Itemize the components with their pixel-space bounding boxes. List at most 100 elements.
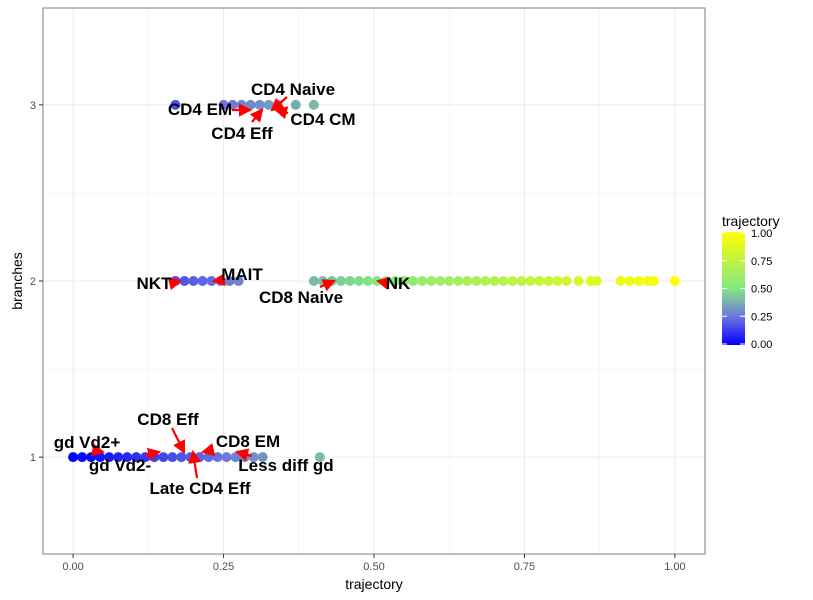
data-point — [308, 99, 319, 110]
annotation-labels: CD4 Naive CD4 EM CD4 Eff CD4 CM MAIT NKT CD8 N… — [54, 80, 411, 498]
x-tick-label: 1.00 — [664, 561, 685, 573]
legend-tick-label: 0.50 — [751, 284, 772, 296]
y-tick-label: 1 — [30, 452, 36, 464]
data-point — [362, 276, 373, 286]
data-point — [648, 276, 659, 286]
data-point — [176, 452, 187, 463]
data-point — [534, 276, 545, 286]
legend-tick-label: 0.00 — [751, 339, 772, 351]
data-point — [435, 276, 446, 286]
data-point — [233, 276, 244, 286]
data-point — [254, 99, 265, 110]
data-point — [113, 452, 124, 463]
data-point — [170, 99, 181, 110]
legend-colorbar — [722, 232, 745, 345]
data-point — [263, 99, 274, 110]
data-point — [507, 276, 518, 286]
annotation-label: CD8 Naive — [259, 288, 343, 307]
annotation-arrow — [200, 443, 216, 457]
data-point — [480, 276, 491, 286]
data-point — [77, 452, 88, 463]
x-tick-label: 0.75 — [514, 561, 535, 573]
data-point — [203, 452, 214, 463]
legend-tick-label: 1.00 — [751, 228, 772, 240]
annotation-label: CD4 Naive — [251, 80, 335, 99]
x-tick-label: 0.25 — [213, 561, 234, 573]
data-point — [498, 276, 509, 286]
data-point — [335, 276, 346, 286]
data-point — [188, 276, 199, 286]
data-point — [353, 276, 364, 286]
annotation-label: Less diff gd — [238, 456, 333, 475]
legend: trajectory 1.00 0.75 0.50 0.25 0.00 — [722, 213, 780, 351]
data-point — [426, 276, 437, 286]
annotation-arrow — [234, 448, 253, 462]
annotation-label: gd Vd2- — [89, 456, 151, 475]
data-point — [314, 452, 325, 463]
data-point — [68, 452, 79, 463]
annotation-arrow — [171, 427, 185, 454]
data-point — [236, 99, 247, 110]
data-point — [615, 276, 626, 286]
annotation-label: NKT — [137, 274, 173, 293]
data-point — [471, 276, 482, 286]
data-point — [257, 452, 268, 463]
data-point — [624, 276, 635, 286]
data-point — [408, 276, 419, 286]
x-axis-title: trajectory — [345, 576, 403, 592]
annotation-arrow — [144, 447, 162, 461]
x-axis-ticks: 0.00 0.25 0.50 0.75 1.00 — [62, 554, 686, 573]
annotation-arrow — [249, 108, 264, 123]
data-point — [131, 452, 142, 463]
annotation-arrow — [167, 277, 183, 291]
y-axis-ticks: 1 2 3 — [30, 100, 43, 464]
annotation-arrow — [319, 279, 337, 292]
data-point — [248, 452, 259, 463]
annotation-arrow — [375, 276, 391, 290]
data-point — [218, 99, 229, 110]
data-point — [516, 276, 527, 286]
data-point — [167, 452, 178, 463]
data-point — [227, 99, 238, 110]
annotation-arrow — [211, 273, 226, 287]
data-point — [290, 99, 301, 110]
data-point — [344, 276, 355, 286]
data-point — [104, 452, 115, 463]
data-point — [390, 276, 401, 286]
data-point — [245, 99, 256, 110]
y-tick-label: 2 — [30, 276, 36, 288]
data-point — [525, 276, 536, 286]
data-point — [552, 276, 563, 286]
data-point — [561, 276, 572, 286]
data-point — [573, 276, 584, 286]
data-point — [633, 276, 644, 286]
annotation-label: Late CD4 Eff — [149, 479, 250, 498]
data-point — [221, 452, 232, 463]
annotation-label: gd Vd2+ — [54, 433, 121, 452]
data-point — [197, 276, 208, 286]
data-point — [489, 276, 500, 286]
data-point — [194, 452, 205, 463]
annotation-arrow — [90, 443, 106, 457]
annotation-label: CD4 Eff — [211, 124, 273, 143]
data-point — [122, 452, 133, 463]
data-point — [543, 276, 554, 286]
annotation-label: CD8 Eff — [137, 410, 199, 429]
legend-tick-label: 0.75 — [751, 256, 772, 268]
data-point — [444, 276, 455, 286]
annotation-arrows — [90, 96, 391, 479]
data-point — [212, 452, 223, 463]
legend-ticks: 1.00 0.75 0.50 0.25 0.00 — [722, 228, 772, 351]
data-point — [158, 452, 169, 463]
legend-tick-label: 0.25 — [751, 311, 772, 323]
x-tick-label: 0.50 — [363, 561, 384, 573]
data-point — [399, 276, 410, 286]
data-point — [453, 276, 464, 286]
annotation-label: NK — [386, 274, 411, 293]
data-point — [417, 276, 428, 286]
data-point — [591, 276, 602, 286]
data-point — [224, 276, 235, 286]
data-point — [462, 276, 473, 286]
legend-title: trajectory — [722, 213, 780, 229]
